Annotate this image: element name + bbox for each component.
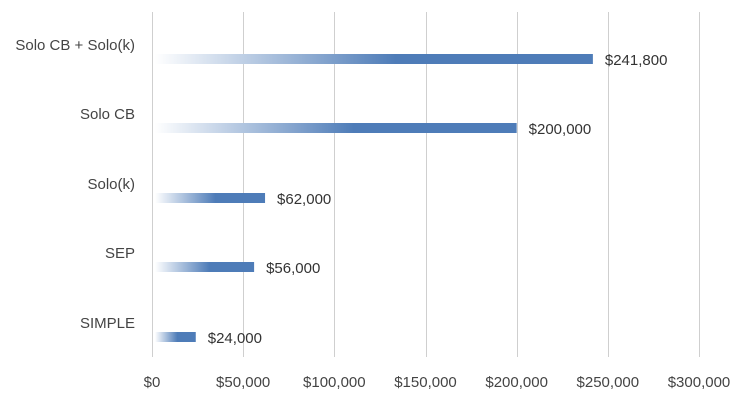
bars bbox=[155, 54, 593, 342]
x-tick-label-2: $100,000 bbox=[303, 374, 366, 391]
x-tick-label-3: $150,000 bbox=[394, 374, 457, 391]
category-label-4: SIMPLE bbox=[80, 315, 135, 332]
data-label-4: $24,000 bbox=[208, 330, 262, 347]
x-tick-label-4: $200,000 bbox=[485, 374, 548, 391]
x-axis-ticks: $0 $50,000 $100,000 $150,000 $200,000 $250,00… bbox=[144, 374, 731, 391]
x-tick-label-0: $0 bbox=[144, 374, 161, 391]
gridlines bbox=[152, 12, 700, 357]
x-tick-label-6: $300,000 bbox=[668, 374, 731, 391]
category-label-3: SEP bbox=[105, 245, 135, 262]
data-label-2: $62,000 bbox=[277, 191, 331, 208]
x-tick-label-1: $50,000 bbox=[216, 374, 270, 391]
bar-3 bbox=[155, 262, 255, 272]
category-label-1: Solo CB bbox=[80, 106, 135, 123]
x-tick-label-5: $250,000 bbox=[577, 374, 640, 391]
category-label-0: Solo CB + Solo(k) bbox=[15, 37, 135, 54]
data-label-3: $56,000 bbox=[266, 260, 320, 277]
bar-0 bbox=[155, 54, 593, 64]
data-label-1: $200,000 bbox=[529, 121, 592, 138]
category-label-2: Solo(k) bbox=[87, 176, 135, 193]
data-label-0: $241,800 bbox=[605, 52, 668, 69]
bar-2 bbox=[155, 193, 266, 203]
bar-4 bbox=[155, 332, 196, 342]
labels: $241,800 Solo CB + Solo(k) $200,000 Solo CB… bbox=[15, 37, 667, 347]
bar-1 bbox=[155, 123, 517, 133]
